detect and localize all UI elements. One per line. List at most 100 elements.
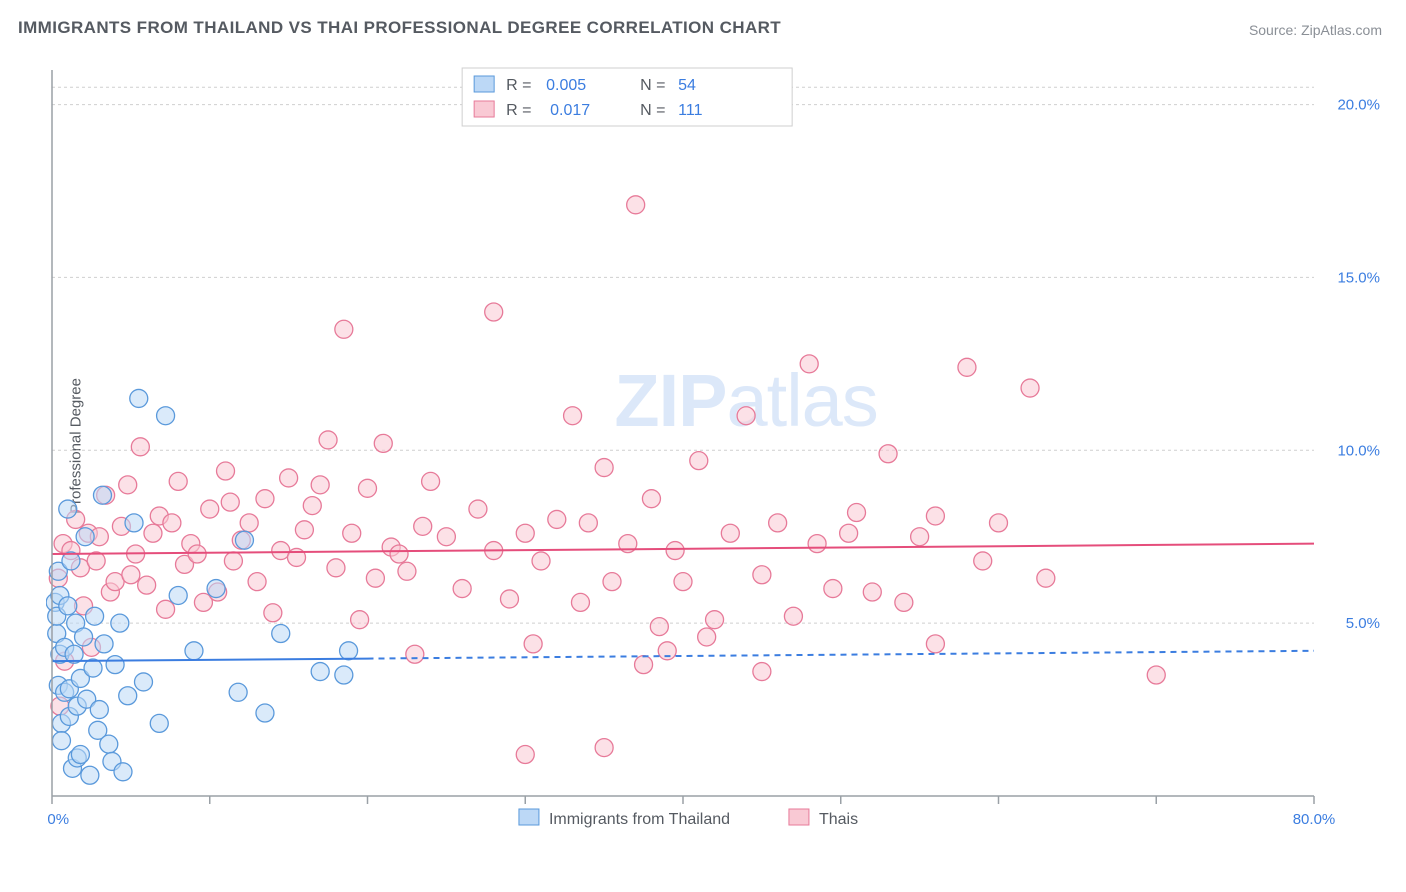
point-thais [603,573,621,591]
point-thais [666,542,684,560]
point-immigrants [71,746,89,764]
point-immigrants [106,656,124,674]
point-thais [157,600,175,618]
point-thais [642,490,660,508]
scatter-chart: ZIPatlas0.0%80.0%5.0%10.0%15.0%20.0%R =0… [46,58,1386,854]
point-immigrants [335,666,353,684]
point-thais [564,407,582,425]
point-thais [706,611,724,629]
legend-swatch-thais [474,101,494,117]
point-immigrants [59,597,77,615]
point-thais [422,472,440,490]
point-thais [698,628,716,646]
point-immigrants [150,714,168,732]
point-immigrants [81,766,99,784]
point-thais [911,528,929,546]
point-thais [1021,379,1039,397]
point-thais [753,663,771,681]
point-thais [359,479,377,497]
chart-container: IMMIGRANTS FROM THAILAND VS THAI PROFESS… [0,0,1406,892]
point-thais [327,559,345,577]
bottom-swatch-immigrants [519,809,539,825]
point-thais [926,635,944,653]
point-immigrants [52,732,70,750]
point-immigrants [272,625,290,643]
point-thais [548,510,566,528]
point-thais [808,535,826,553]
point-thais [221,493,239,511]
point-thais [224,552,242,570]
point-thais [398,562,416,580]
point-thais [303,497,321,515]
point-thais [343,524,361,542]
point-thais [895,593,913,611]
point-thais [201,500,219,518]
legend-N-thais: 111 [678,102,702,119]
point-thais [163,514,181,532]
point-thais [131,438,149,456]
point-thais [119,476,137,494]
point-thais [319,431,337,449]
point-thais [240,514,258,532]
point-thais [524,635,542,653]
point-thais [800,355,818,373]
point-thais [571,593,589,611]
point-thais [958,358,976,376]
point-thais [516,746,534,764]
bottom-swatch-thais [789,809,809,825]
legend-N-label: N = [640,77,665,94]
point-thais [769,514,787,532]
legend-R-label: R = [506,77,531,94]
point-thais [469,500,487,518]
point-immigrants [59,500,77,518]
point-thais [690,452,708,470]
point-thais [248,573,266,591]
point-thais [138,576,156,594]
point-immigrants [75,628,93,646]
point-thais [217,462,235,480]
point-thais [351,611,369,629]
point-thais [863,583,881,601]
point-immigrants [76,528,94,546]
point-thais [122,566,140,584]
legend-N-immigrants: 54 [678,77,696,94]
point-thais [784,607,802,625]
point-thais [1147,666,1165,684]
point-thais [311,476,329,494]
point-thais [169,472,187,490]
point-thais [414,517,432,535]
point-immigrants [100,735,118,753]
point-immigrants [256,704,274,722]
point-thais [579,514,597,532]
point-immigrants [340,642,358,660]
chart-title: IMMIGRANTS FROM THAILAND VS THAI PROFESS… [18,18,781,38]
point-thais [500,590,518,608]
point-immigrants [169,586,187,604]
point-immigrants [235,531,253,549]
point-thais [144,524,162,542]
legend-R-label: R = [506,102,531,119]
point-immigrants [130,389,148,407]
point-thais [188,545,206,563]
point-immigrants [119,687,137,705]
point-immigrants [157,407,175,425]
point-thais [532,552,550,570]
point-thais [366,569,384,587]
point-immigrants [311,663,329,681]
point-thais [280,469,298,487]
point-immigrants [185,642,203,660]
legend-swatch-immigrants [474,76,494,92]
bottom-legend-immigrants: Immigrants from Thailand [549,811,730,828]
point-thais [926,507,944,525]
chart-source: Source: ZipAtlas.com [1249,22,1382,38]
point-thais [453,580,471,598]
point-thais [824,580,842,598]
point-immigrants [95,635,113,653]
point-thais [848,504,866,522]
point-thais [721,524,739,542]
point-immigrants [229,683,247,701]
x-tick-label: 80.0% [1293,811,1336,828]
y-tick-label: 15.0% [1337,269,1380,286]
y-tick-label: 5.0% [1346,615,1380,632]
point-thais [437,528,455,546]
